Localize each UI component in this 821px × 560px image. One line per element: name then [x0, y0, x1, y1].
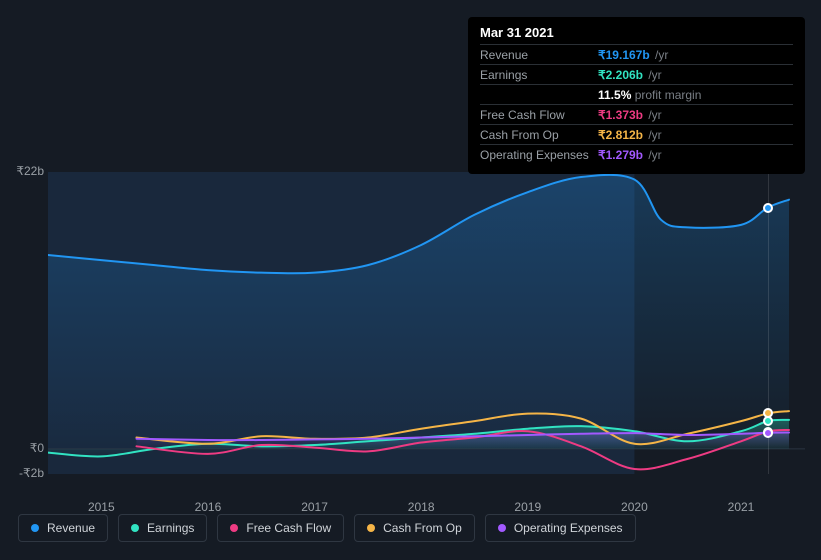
tooltip-unit: /yr	[645, 148, 662, 162]
x-axis-tick: 2015	[88, 500, 115, 514]
y-axis-tick: ₹22b	[0, 164, 44, 178]
tooltip-row-revenue: Revenue₹19.167b /yr	[480, 44, 793, 64]
legend-item-fcf[interactable]: Free Cash Flow	[217, 514, 344, 542]
y-axis-tick: -₹2b	[0, 466, 44, 480]
tooltip-label: Operating Expenses	[480, 148, 598, 162]
tooltip-value: ₹1.279b	[598, 148, 643, 162]
tooltip-row-opex: Operating Expenses₹1.279b /yr	[480, 144, 793, 164]
tooltip-unit: /yr	[645, 108, 662, 122]
legend-item-revenue[interactable]: Revenue	[18, 514, 108, 542]
x-axis-tick: 2018	[408, 500, 435, 514]
legend-dot-icon	[367, 524, 375, 532]
series-marker-revenue	[763, 203, 773, 213]
tooltip-subrow-earnings: 11.5% profit margin	[480, 84, 793, 104]
legend-dot-icon	[31, 524, 39, 532]
tooltip-unit: /yr	[652, 48, 669, 62]
legend-dot-icon	[230, 524, 238, 532]
chart-plot-area[interactable]	[48, 172, 805, 474]
tooltip-row-earnings: Earnings₹2.206b /yr	[480, 64, 793, 84]
legend-item-opex[interactable]: Operating Expenses	[485, 514, 636, 542]
tooltip-row-fcf: Free Cash Flow₹1.373b /yr	[480, 104, 793, 124]
legend-item-earnings[interactable]: Earnings	[118, 514, 207, 542]
tooltip-label: Cash From Op	[480, 128, 598, 142]
tooltip-value: ₹19.167b	[598, 48, 650, 62]
chart-tooltip: Mar 31 2021 Revenue₹19.167b /yrEarnings₹…	[468, 17, 805, 174]
x-axis-tick: 2017	[301, 500, 328, 514]
legend-label: Free Cash Flow	[246, 521, 331, 535]
series-marker-opex	[763, 428, 773, 438]
x-axis-tick: 2019	[514, 500, 541, 514]
legend-item-cfo[interactable]: Cash From Op	[354, 514, 475, 542]
tooltip-value: ₹2.206b	[598, 68, 643, 82]
legend-label: Operating Expenses	[514, 521, 623, 535]
tooltip-label: Revenue	[480, 48, 598, 62]
x-axis-tick: 2020	[621, 500, 648, 514]
chart-legend: Revenue Earnings Free Cash Flow Cash From O…	[18, 514, 636, 542]
legend-label: Revenue	[47, 521, 95, 535]
tooltip-label: Earnings	[480, 68, 598, 82]
tooltip-row-cfo: Cash From Op₹2.812b /yr	[480, 124, 793, 144]
tooltip-value: ₹1.373b	[598, 108, 643, 122]
tooltip-unit: /yr	[645, 68, 662, 82]
tooltip-label: Free Cash Flow	[480, 108, 598, 122]
tooltip-unit: /yr	[645, 128, 662, 142]
legend-label: Earnings	[147, 521, 194, 535]
tooltip-value: ₹2.812b	[598, 128, 643, 142]
x-axis-tick: 2021	[728, 500, 755, 514]
series-marker-cfo	[763, 408, 773, 418]
tooltip-date: Mar 31 2021	[480, 25, 793, 40]
y-axis-tick: ₹0	[0, 441, 44, 455]
financials-chart: Mar 31 2021 Revenue₹19.167b /yrEarnings₹…	[0, 0, 821, 560]
legend-dot-icon	[498, 524, 506, 532]
legend-dot-icon	[131, 524, 139, 532]
legend-label: Cash From Op	[383, 521, 462, 535]
x-axis-tick: 2016	[195, 500, 222, 514]
